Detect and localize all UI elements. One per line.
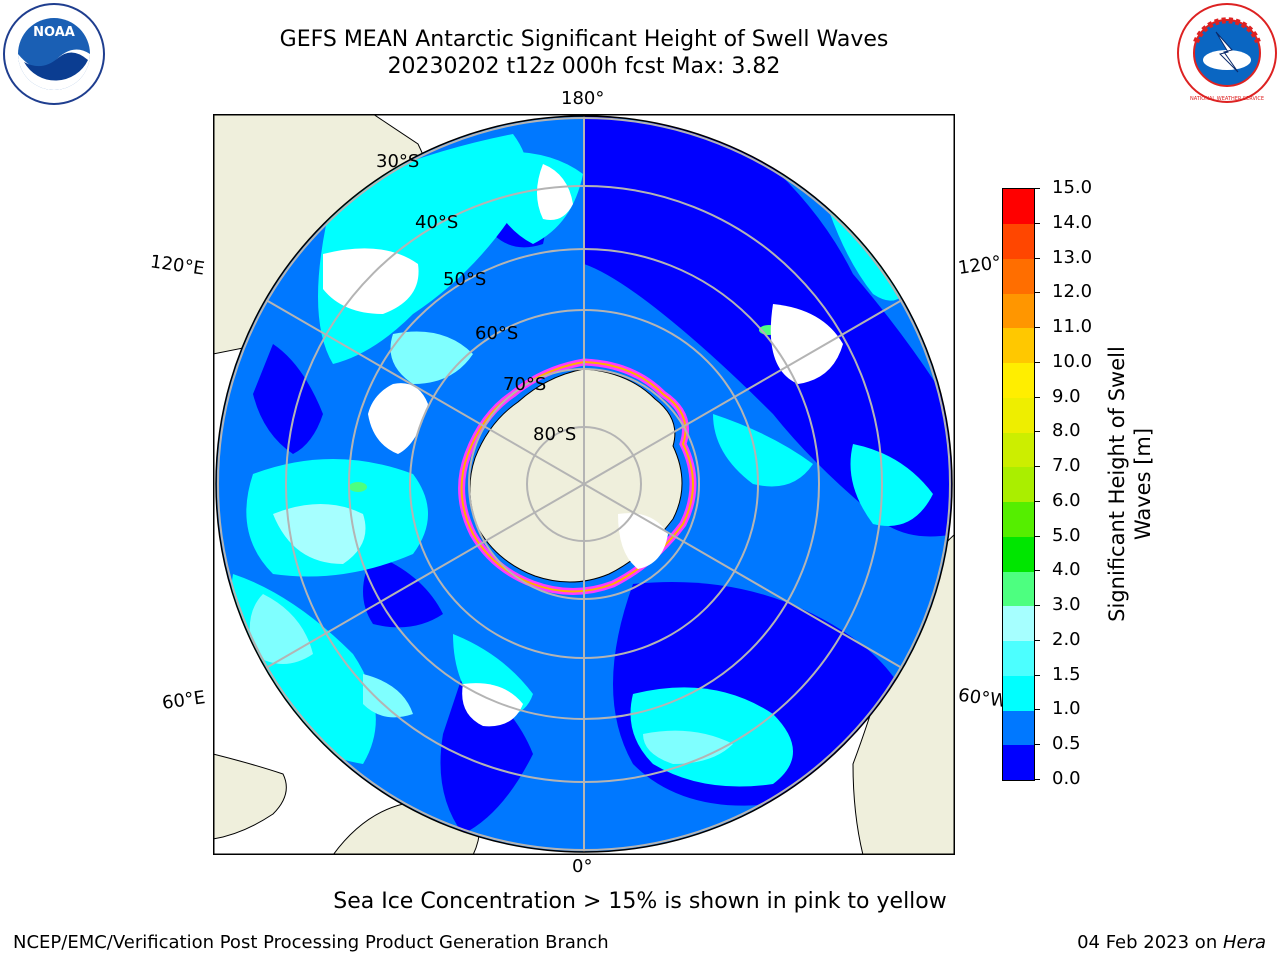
colorbar-tick <box>1034 396 1040 398</box>
colorbar-segment <box>1003 223 1034 259</box>
sea-ice-note: Sea Ice Concentration > 15% is shown in … <box>333 889 947 914</box>
colorbar-tick <box>1034 605 1040 607</box>
colorbar-title: Significant Height of Swell Waves [m] <box>1105 346 1155 622</box>
lon-label-120e: 120°E <box>148 251 206 280</box>
lat-label: 70°S <box>503 374 547 395</box>
colorbar-tick-label: 1.5 <box>1052 663 1081 685</box>
colorbar-tick <box>1034 744 1040 746</box>
colorbar-tick-label: 11.0 <box>1052 316 1093 338</box>
lon-label-0: 0° <box>572 856 593 877</box>
colorbar-segment <box>1003 293 1034 329</box>
colorbar-tick <box>1034 361 1040 363</box>
colorbar-tick-label: 4.0 <box>1052 559 1081 581</box>
colorbar-segment <box>1003 536 1034 572</box>
colorbar-tick <box>1034 535 1040 537</box>
noaa-logo-text: NOAA <box>33 25 75 40</box>
chart-title: GEFS MEAN Antarctic Significant Height o… <box>279 27 889 52</box>
colorbar-tick <box>1034 709 1040 711</box>
colorbar-segment <box>1003 606 1034 642</box>
date-text: 04 Feb 2023 on <box>1077 932 1223 953</box>
colorbar-segment <box>1003 432 1034 468</box>
colorbar-tick-label: 10.0 <box>1052 350 1093 372</box>
colorbar-tick-label: 12.0 <box>1052 281 1093 303</box>
colorbar-tick-label: 1.0 <box>1052 698 1081 720</box>
nws-logo-text: NATIONAL WEATHER SERVICE <box>1190 96 1264 102</box>
colorbar-segment <box>1003 745 1034 781</box>
colorbar-tick-label: 0.5 <box>1052 733 1081 755</box>
lat-label: 40°S <box>415 212 459 233</box>
colorbar-tick-label: 15.0 <box>1052 177 1093 198</box>
lat-label: 80°S <box>533 424 577 445</box>
colorbar-tick-label: 14.0 <box>1052 211 1093 233</box>
colorbar-tick <box>1034 257 1040 259</box>
colorbar-tick <box>1034 466 1040 468</box>
lat-label: 60°S <box>475 323 519 344</box>
colorbar-tick <box>1034 570 1040 572</box>
colorbar-tick-label: 9.0 <box>1052 385 1081 407</box>
colorbar-segment <box>1003 328 1034 364</box>
colorbar-segment <box>1003 675 1034 711</box>
polar-map-svg <box>213 114 955 855</box>
colorbar-tick-label: 3.0 <box>1052 594 1081 616</box>
colorbar-tick <box>1034 500 1040 502</box>
colorbar-tick <box>1034 327 1040 329</box>
colorbar-tick-label: 7.0 <box>1052 455 1081 477</box>
noaa-logo: NOAA <box>2 2 106 110</box>
lon-label-60e: 60°E <box>160 687 207 714</box>
lon-label-120w: 120° <box>956 252 1003 279</box>
chart-subtitle: 20230202 t12z 000h fcst Max: 3.82 <box>387 54 781 79</box>
colorbar-tick <box>1034 222 1040 224</box>
machine-name: Hera <box>1222 932 1266 953</box>
credit-text: NCEP/EMC/Verification Post Processing Pr… <box>13 932 609 953</box>
colorbar-segment <box>1003 710 1034 746</box>
lat-label: 50°S <box>443 269 487 290</box>
colorbar-tick <box>1034 431 1040 433</box>
colorbar-tick-label: 0.0 <box>1052 768 1081 789</box>
colorbar-tick <box>1034 779 1040 780</box>
colorbar <box>1002 188 1035 781</box>
polar-map <box>213 114 955 855</box>
colorbar-segment <box>1003 258 1034 294</box>
colorbar-tick <box>1034 639 1040 641</box>
colorbar-segment <box>1003 501 1034 537</box>
colorbar-tick-label: 5.0 <box>1052 524 1081 546</box>
colorbar-segment <box>1003 467 1034 503</box>
colorbar-tick-label: 8.0 <box>1052 420 1081 442</box>
colorbar-tick-label: 13.0 <box>1052 246 1093 268</box>
colorbar-tick <box>1034 674 1040 676</box>
colorbar-segment <box>1003 397 1034 433</box>
nws-logo: NATIONAL WEATHER SERVICE <box>1176 2 1278 108</box>
date-stamp: 04 Feb 2023 on Hera <box>1077 932 1266 953</box>
colorbar-tick-label: 2.0 <box>1052 628 1081 650</box>
colorbar-segment <box>1003 189 1034 224</box>
colorbar-tick-label: 6.0 <box>1052 489 1081 511</box>
colorbar-segment <box>1003 362 1034 398</box>
colorbar-segment <box>1003 571 1034 607</box>
lon-label-180: 180° <box>561 88 605 109</box>
lat-label: 30°S <box>376 151 420 172</box>
colorbar-tick <box>1034 188 1040 189</box>
colorbar-tick <box>1034 292 1040 294</box>
antarctica <box>458 358 697 595</box>
colorbar-segment <box>1003 640 1034 676</box>
graticule <box>216 116 952 852</box>
